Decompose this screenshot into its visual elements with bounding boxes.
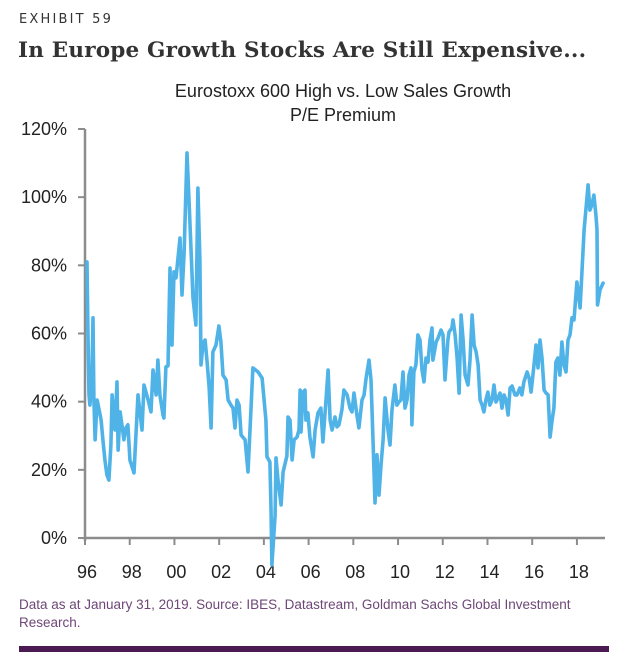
line-chart: 0% 20% 40% 60% 80% 100% 120% 96 98 00 02 04 06 08 10 1…: [21, 119, 605, 582]
y-axis: 0% 20% 40% 60% 80% 100% 120%: [21, 119, 87, 548]
x-tick-label: 96: [77, 562, 97, 582]
x-tick-label: 14: [479, 562, 499, 582]
x-tick-label: 98: [122, 562, 142, 582]
x-tick-label: 04: [256, 562, 276, 582]
y-tick-label: 40%: [31, 392, 67, 412]
y-tick-label: 0%: [41, 528, 67, 548]
chart-title: Eurostoxx 600 High vs. Low Sales Growth: [174, 81, 512, 101]
y-tick-label: 20%: [31, 460, 67, 480]
series-group: [85, 151, 605, 567]
x-tick-label: 12: [435, 562, 455, 582]
x-tick-label: 10: [390, 562, 410, 582]
y-tick-label: 100%: [21, 187, 67, 207]
y-tick-label: 60%: [31, 324, 67, 344]
chart-subtitle: P/E Premium: [289, 105, 397, 125]
x-tick-label: 00: [166, 562, 186, 582]
x-tick-label: 02: [211, 562, 231, 582]
exhibit-label: EXHIBIT 59: [19, 12, 114, 27]
series-line-pe-premium: [85, 151, 605, 567]
x-tick-label: 18: [569, 562, 589, 582]
x-tick-label: 16: [524, 562, 544, 582]
x-axis: 96 98 00 02 04 06 08 10 12 14 16 18: [77, 536, 605, 582]
source-footnote: Data as at January 31, 2019. Source: IBE…: [19, 597, 571, 630]
x-tick-label: 08: [345, 562, 365, 582]
y-tick-label: 120%: [21, 119, 67, 139]
exhibit-title: In Europe Growth Stocks Are Still Expens…: [18, 38, 587, 63]
y-tick-label: 80%: [31, 255, 67, 275]
footer-rule: [19, 646, 609, 652]
x-tick-label: 06: [301, 562, 321, 582]
